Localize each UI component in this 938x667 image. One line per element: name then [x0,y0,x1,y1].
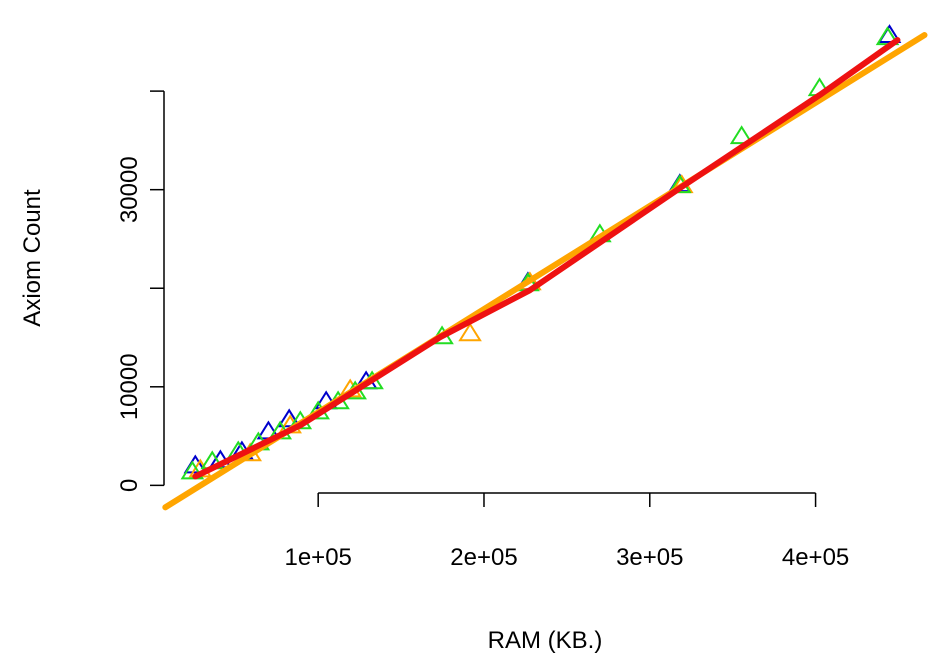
y-tick-label: 30000 [116,156,143,223]
triangle-marker [277,408,301,428]
triangle-marker [180,460,205,480]
x-tick-label: 4e+05 [782,544,849,571]
x-tick-label: 3e+05 [616,544,683,571]
plot-area [162,24,928,511]
triangle-marker [458,322,482,342]
x-axis-label: RAM (KB.) [488,627,603,654]
y-tick-label: 10000 [116,353,143,420]
triangle-marker [729,125,754,145]
x-tick-label: 1e+05 [284,544,351,571]
y-tick-label: 0 [116,479,143,492]
x-tick-label: 2e+05 [450,544,517,571]
y-axis-label: Axiom Count [19,189,46,327]
fit-line [192,37,901,480]
